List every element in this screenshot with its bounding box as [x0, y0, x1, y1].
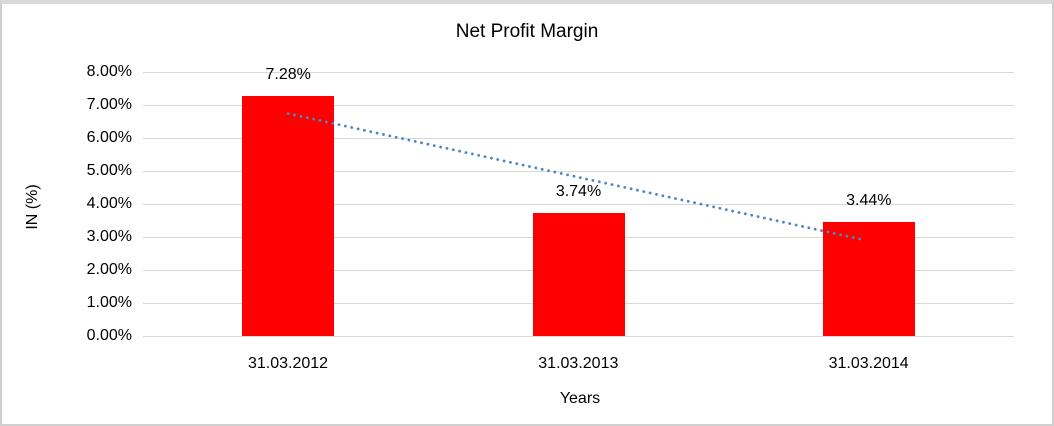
y-tick-label: 8.00%	[86, 63, 132, 80]
y-tick-label: 5.00%	[86, 162, 132, 179]
y-tick-label: 1.00%	[86, 294, 132, 311]
y-tick-label: 4.00%	[86, 195, 132, 212]
x-tick-label: 31.03.2012	[247, 355, 329, 372]
x-axis-title: Years	[559, 390, 601, 407]
gridline	[143, 171, 1014, 172]
y-tick-label: 2.00%	[86, 261, 132, 278]
y-tick-label: 3.00%	[86, 228, 132, 245]
bar-value-label: 3.74%	[555, 182, 602, 200]
gridline	[143, 204, 1014, 205]
x-tick-label: 31.03.2014	[828, 355, 909, 372]
bar-value-label: 3.44%	[846, 192, 892, 210]
gridline	[143, 138, 1014, 139]
y-tick-label: 0.00%	[86, 327, 132, 344]
bar	[822, 222, 915, 336]
y-tick-label: 7.00%	[86, 96, 132, 113]
gridline	[143, 105, 1014, 106]
bar-value-label: 7.28%	[265, 65, 311, 83]
gridline	[143, 336, 1014, 337]
bar	[532, 212, 625, 336]
plot-area	[143, 72, 1014, 337]
bar	[242, 95, 335, 336]
trendline-svg	[286, 112, 868, 242]
gridline	[143, 72, 1014, 73]
x-tick-label: 31.03.2013	[538, 355, 619, 372]
y-tick-label: 6.00%	[86, 129, 132, 146]
chart-title: Net Profit Margin	[455, 21, 599, 42]
trendline	[286, 112, 868, 242]
